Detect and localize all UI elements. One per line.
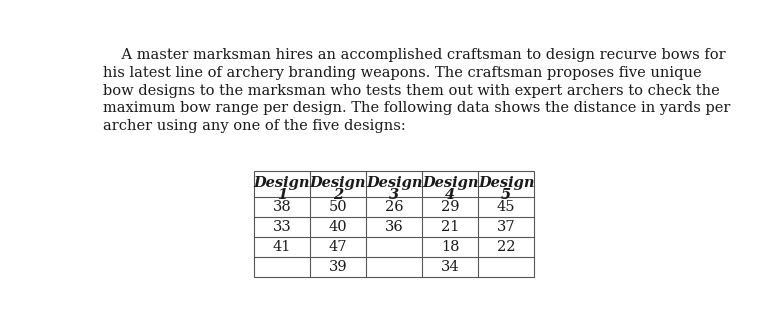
Text: Design: Design — [478, 176, 534, 190]
Text: 36: 36 — [384, 220, 404, 233]
Text: 38: 38 — [273, 200, 291, 214]
Text: 33: 33 — [273, 220, 291, 233]
Text: maximum bow range per design. The following data shows the distance in yards per: maximum bow range per design. The follow… — [103, 101, 731, 115]
Text: 41: 41 — [273, 240, 291, 254]
Text: 34: 34 — [441, 260, 459, 274]
Text: 26: 26 — [384, 200, 404, 214]
Text: Design: Design — [310, 176, 366, 190]
Text: 1: 1 — [277, 188, 287, 202]
Bar — [254, 171, 534, 277]
Text: 47: 47 — [329, 240, 348, 254]
Text: 45: 45 — [497, 200, 515, 214]
Text: 2: 2 — [333, 188, 343, 202]
Text: Design: Design — [422, 176, 478, 190]
Text: archer using any one of the five designs:: archer using any one of the five designs… — [103, 119, 406, 133]
Text: Design: Design — [254, 176, 311, 190]
Text: bow designs to the marksman who tests them out with expert archers to check the: bow designs to the marksman who tests th… — [103, 84, 720, 98]
Text: 37: 37 — [497, 220, 515, 233]
Text: 18: 18 — [441, 240, 459, 254]
Text: 40: 40 — [329, 220, 348, 233]
Text: 50: 50 — [329, 200, 348, 214]
Text: Design: Design — [366, 176, 422, 190]
Text: 21: 21 — [441, 220, 459, 233]
Text: 3: 3 — [389, 188, 399, 202]
Text: 4: 4 — [445, 188, 455, 202]
Text: 5: 5 — [501, 188, 511, 202]
Text: 39: 39 — [329, 260, 348, 274]
Text: his latest line of archery branding weapons. The craftsman proposes five unique: his latest line of archery branding weap… — [103, 66, 702, 80]
Text: 22: 22 — [497, 240, 515, 254]
Text: A master marksman hires an accomplished craftsman to design recurve bows for: A master marksman hires an accomplished … — [103, 49, 726, 62]
Text: 29: 29 — [441, 200, 459, 214]
